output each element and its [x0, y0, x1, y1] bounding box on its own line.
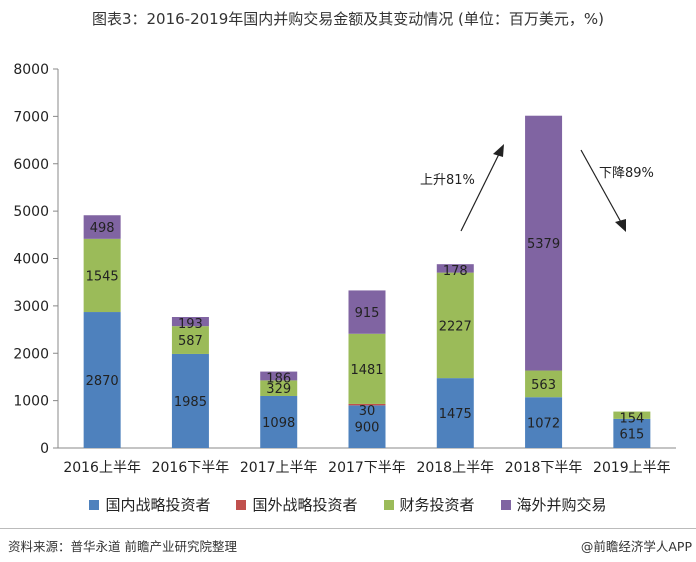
bar-segment: [348, 403, 386, 406]
data-label: 193: [178, 317, 203, 332]
source-note: 资料来源：普华永道 前瞻产业研究院整理: [8, 539, 237, 554]
x-tick-label: 2018下半年: [505, 460, 583, 476]
bar-segment: [613, 418, 651, 448]
legend-label: 海外并购交易: [516, 496, 607, 514]
stacked-bar-chart: 0 1000 2000 3000 4000 5000 6000 7000 8000 2870 154…: [13, 62, 676, 476]
bar-segment: [171, 317, 209, 327]
y-tick-label: 5000: [13, 204, 49, 220]
bar-segment: [436, 264, 474, 273]
legend-swatch: [500, 499, 511, 510]
legend-label: 国外战略投资者: [252, 496, 358, 514]
legend-item-overseas: 海外并购交易: [500, 494, 607, 515]
data-label: 615: [619, 427, 644, 442]
arrow-up-head: [493, 144, 504, 157]
x-tick-label: 2017下半年: [328, 460, 406, 476]
credit-note: @前瞻经济学人APP: [580, 539, 692, 554]
y-tick-label: 2000: [13, 346, 49, 362]
arrow-up-line: [460, 151, 501, 232]
data-label: 178: [443, 264, 468, 279]
data-label: 2227: [439, 319, 472, 334]
bar-segment: [83, 215, 121, 239]
data-label: 186: [266, 372, 291, 387]
data-label: 900: [355, 421, 380, 436]
y-tick-label: 3000: [13, 299, 49, 315]
bar-segment: [436, 272, 474, 379]
data-label: 30: [359, 404, 376, 419]
arrow-down-line: [580, 149, 623, 225]
legend-item-domestic-strategic: 国内战略投资者: [89, 494, 210, 515]
legend-item-foreign-strategic: 国外战略投资者: [236, 494, 358, 515]
bar-segment: [83, 312, 121, 448]
bar-segment: [260, 380, 298, 396]
annotation-down-label: 下降89%: [599, 166, 654, 181]
bar-segment: [171, 353, 209, 448]
x-tick-label: 2018上半年: [416, 460, 494, 476]
arrow-down-head: [615, 219, 626, 232]
footer-divider: [0, 528, 696, 529]
bar-segment: [525, 397, 563, 448]
data-label: 329: [266, 382, 291, 397]
y-tick-label: 4000: [13, 252, 49, 268]
x-tick-label: 2019上半年: [593, 460, 671, 476]
legend-label: 国内战略投资者: [105, 496, 211, 514]
y-tick-label: 0: [40, 441, 49, 457]
data-label: 1545: [86, 269, 119, 284]
data-label: 498: [90, 221, 115, 236]
data-label: 1072: [527, 417, 560, 432]
bar-segment: [348, 333, 386, 404]
bar-segment: [83, 238, 121, 313]
data-label: 1481: [350, 363, 383, 378]
annotation-up-label: 上升81%: [420, 173, 475, 188]
y-tick-label: 8000: [13, 62, 49, 78]
y-tick-label: 1000: [13, 394, 49, 410]
data-label: 587: [178, 334, 203, 349]
data-label: 2870: [86, 374, 119, 389]
bar-segment: [260, 395, 298, 448]
chart-legend: 国内战略投资者 国外战略投资者 财务投资者 海外并购交易: [0, 494, 696, 515]
bar-segment: [348, 290, 386, 334]
bar-segment: [525, 115, 563, 371]
x-tick-label: 2016上半年: [63, 460, 141, 476]
legend-label: 财务投资者: [399, 496, 475, 514]
bar-segment: [171, 326, 209, 354]
bar-segment: [436, 378, 474, 448]
x-tick-label: 2016下半年: [152, 460, 230, 476]
chart-title: 图表3：2016-2019年国内并购交易金额及其变动情况 (单位：百万美元，%): [91, 10, 605, 28]
legend-swatch: [236, 499, 247, 510]
bar-segment: [348, 405, 386, 448]
data-label: 1985: [174, 395, 207, 410]
legend-swatch: [383, 499, 394, 510]
bar-segment: [613, 411, 651, 419]
y-tick-label: 7000: [13, 109, 49, 125]
data-label: 1475: [439, 407, 472, 422]
legend-swatch: [89, 499, 100, 510]
x-tick-label: 2017上半年: [240, 460, 318, 476]
data-label: 5379: [527, 237, 560, 252]
bar-segment: [525, 370, 563, 398]
data-label: 154: [619, 412, 644, 427]
y-tick-label: 6000: [13, 157, 49, 173]
bar-segment: [260, 371, 298, 381]
data-label: 1098: [262, 416, 295, 431]
data-label: 915: [355, 306, 380, 321]
legend-item-financial: 财务投资者: [383, 494, 475, 515]
data-label: 563: [531, 378, 556, 393]
